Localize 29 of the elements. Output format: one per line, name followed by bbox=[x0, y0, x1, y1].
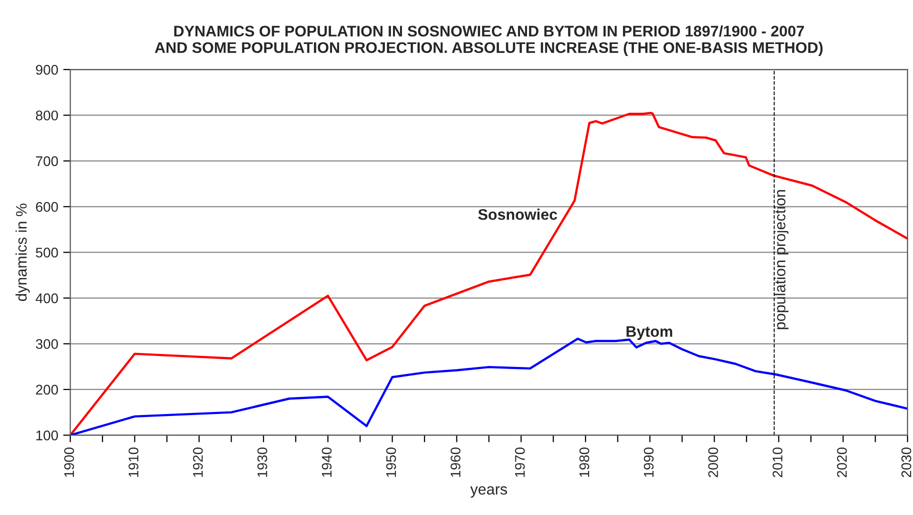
x-tick-label: 2000 bbox=[708, 448, 718, 478]
series-label: Bytom bbox=[626, 326, 672, 340]
x-tick-label: 1970 bbox=[515, 448, 525, 477]
x-tick-label: 1920 bbox=[192, 448, 203, 477]
x-tick-label: 1910 bbox=[128, 448, 138, 477]
x-tick-label: 1900 bbox=[64, 448, 74, 477]
ref-line-label: population projection bbox=[774, 190, 788, 330]
x-tick-label: 1950 bbox=[386, 448, 396, 477]
x-tick-label: 1990 bbox=[644, 448, 654, 477]
y-tick-label: 700 bbox=[36, 156, 58, 166]
y-tick-label: 100 bbox=[36, 430, 58, 440]
y-tick-label: 600 bbox=[36, 202, 58, 212]
y-tick-label: 800 bbox=[36, 110, 58, 120]
x-tick-label: 1960 bbox=[450, 448, 460, 477]
series-label: Sosnowiec bbox=[478, 208, 558, 220]
x-tick-label: 1940 bbox=[322, 448, 332, 477]
x-axis-title: years bbox=[470, 486, 508, 498]
chart-title: DYNAMICS OF POPULATION IN SOSNOWIEC AND BYTOM IN PERIOD 1897/1900 - 2007 AND SOME POPULATION PROJECTION. ABSOLUTE INCREASE (THE ONE-BASIS METHOD) bbox=[154, 25, 823, 56]
x-tick-label: 1930 bbox=[257, 448, 268, 477]
y-tick-label: 500 bbox=[36, 248, 58, 258]
x-tick-label: 1980 bbox=[579, 448, 590, 477]
y-tick-label: 200 bbox=[36, 384, 58, 395]
y-tick-label: 400 bbox=[36, 293, 58, 304]
x-tick-label: 2030 bbox=[901, 448, 912, 478]
x-tick-label: 2010 bbox=[772, 448, 782, 478]
y-tick-label: 900 bbox=[36, 64, 58, 75]
y-tick-label: 300 bbox=[36, 339, 58, 349]
y-axis-title: dynamics in % bbox=[16, 204, 30, 301]
x-tick-label: 2020 bbox=[837, 448, 847, 478]
